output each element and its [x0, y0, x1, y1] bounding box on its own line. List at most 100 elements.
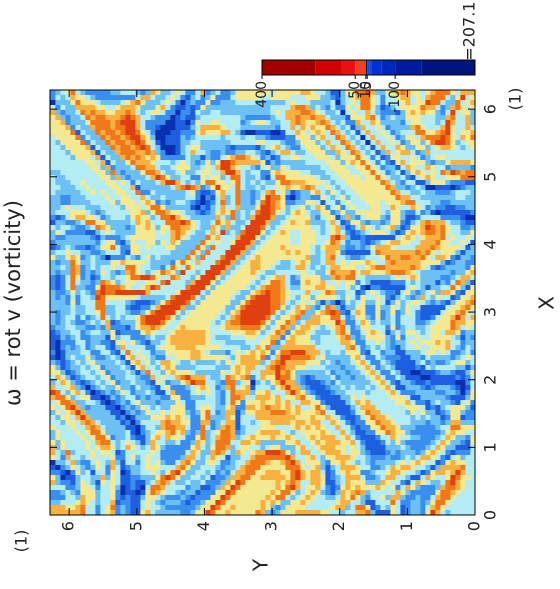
field-cell — [315, 294, 321, 300]
field-cell — [440, 489, 446, 495]
field-cell — [300, 404, 306, 410]
field-cell — [85, 239, 91, 245]
field-cell — [150, 394, 156, 400]
field-cell — [140, 284, 146, 290]
field-cell — [175, 494, 181, 500]
field-cell — [320, 239, 326, 245]
field-cell — [100, 359, 106, 365]
field-cell — [225, 274, 231, 280]
field-cell — [320, 284, 326, 290]
field-cell — [245, 484, 251, 490]
field-cell — [165, 224, 171, 230]
field-cell — [215, 329, 221, 335]
field-cell — [345, 479, 351, 485]
field-cell — [235, 264, 241, 270]
field-cell — [235, 509, 241, 515]
field-cell — [190, 364, 196, 370]
field-cell — [435, 359, 441, 365]
field-cell — [100, 469, 106, 475]
field-cell — [440, 454, 446, 460]
field-cell — [75, 259, 81, 265]
field-cell — [185, 329, 191, 335]
field-cell — [295, 394, 301, 400]
field-cell — [150, 349, 156, 355]
field-cell — [470, 499, 476, 505]
field-cell — [445, 334, 451, 340]
field-cell — [400, 339, 406, 345]
field-cell — [310, 479, 316, 485]
field-cell — [95, 249, 101, 255]
field-cell — [220, 284, 226, 290]
field-cell — [105, 254, 111, 260]
field-cell — [270, 474, 276, 480]
field-cell — [430, 504, 436, 510]
field-cell — [315, 414, 321, 420]
field-cell — [225, 409, 231, 415]
field-cell — [90, 414, 96, 420]
field-cell — [320, 224, 326, 230]
field-cell — [150, 259, 156, 265]
field-cell — [370, 394, 376, 400]
field-cell — [70, 369, 76, 375]
field-cell — [380, 499, 386, 505]
field-cell — [290, 384, 296, 390]
field-cell — [145, 459, 151, 465]
field-cell — [65, 414, 71, 420]
field-cell — [295, 454, 301, 460]
field-cell — [285, 379, 291, 385]
field-cell — [395, 384, 401, 390]
field-cell — [110, 339, 116, 345]
field-cell — [425, 374, 431, 380]
field-cell — [185, 449, 191, 455]
field-cell — [465, 334, 471, 340]
field-cell — [315, 279, 321, 285]
field-cell — [360, 319, 366, 325]
field-cell — [50, 284, 56, 290]
field-cell — [250, 389, 256, 395]
field-cell — [275, 494, 281, 500]
field-cell — [450, 384, 456, 390]
field-cell — [95, 254, 101, 260]
field-cell — [65, 459, 71, 465]
field-cell — [80, 249, 86, 255]
field-cell — [105, 359, 111, 365]
field-cell — [270, 279, 276, 285]
field-cell — [420, 459, 426, 465]
field-cell — [440, 419, 446, 425]
field-cell — [300, 239, 306, 245]
field-cell — [220, 439, 226, 445]
field-cell — [350, 334, 356, 340]
field-cell — [210, 299, 216, 305]
field-cell — [415, 464, 421, 470]
field-cell — [65, 454, 71, 460]
field-cell — [270, 469, 276, 475]
field-cell — [220, 504, 226, 510]
field-cell — [130, 449, 136, 455]
field-cell — [360, 504, 366, 510]
field-cell — [110, 364, 116, 370]
y-unit: (1) — [12, 530, 31, 553]
field-cell — [450, 429, 456, 435]
field-cell — [350, 404, 356, 410]
field-cell — [110, 284, 116, 290]
field-cell — [245, 289, 251, 295]
field-cell — [315, 374, 321, 380]
field-cell — [180, 509, 186, 515]
field-cell — [215, 324, 221, 330]
field-cell — [270, 239, 276, 245]
field-cell — [375, 429, 381, 435]
field-cell — [205, 394, 211, 400]
field-cell — [450, 389, 456, 395]
field-cell — [390, 239, 396, 245]
field-cell — [115, 354, 121, 360]
field-cell — [230, 409, 236, 415]
field-cell — [350, 244, 356, 250]
field-cell — [265, 229, 271, 235]
field-cell — [185, 349, 191, 355]
field-cell — [200, 384, 206, 390]
field-cell — [145, 329, 151, 335]
field-cell — [145, 384, 151, 390]
field-cell — [360, 454, 366, 460]
field-cell — [305, 299, 311, 305]
field-cell — [340, 349, 346, 355]
